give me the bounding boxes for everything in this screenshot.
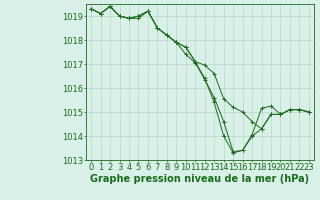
X-axis label: Graphe pression niveau de la mer (hPa): Graphe pression niveau de la mer (hPa) (91, 174, 309, 184)
